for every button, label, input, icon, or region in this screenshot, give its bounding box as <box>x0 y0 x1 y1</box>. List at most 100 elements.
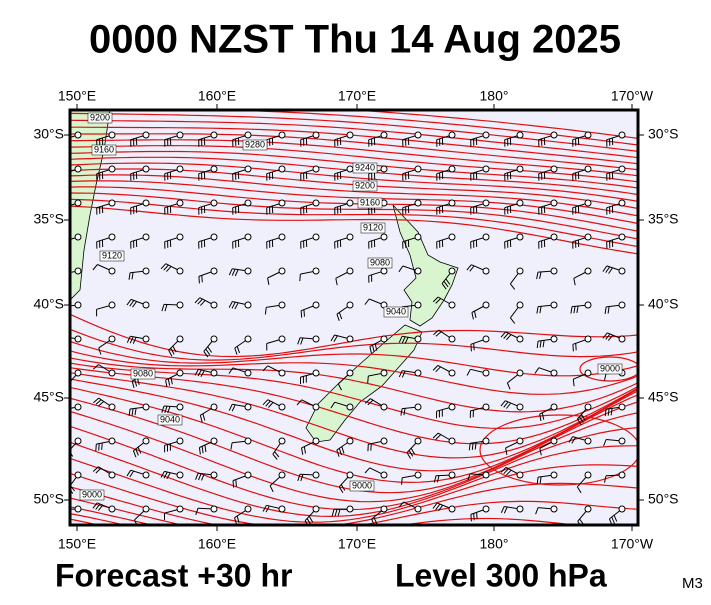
station <box>517 302 523 308</box>
station <box>449 302 455 308</box>
barb <box>471 344 472 351</box>
station <box>517 438 523 444</box>
barb <box>96 444 97 451</box>
station <box>211 200 217 206</box>
station <box>449 438 455 444</box>
station <box>211 302 217 308</box>
station <box>483 268 489 274</box>
station <box>415 302 421 308</box>
station <box>347 404 353 410</box>
station <box>347 472 353 478</box>
barb <box>471 514 472 521</box>
station <box>347 234 353 240</box>
station <box>279 234 285 240</box>
station <box>75 438 81 444</box>
station <box>245 472 251 478</box>
station <box>279 506 285 512</box>
barb <box>368 376 369 383</box>
station <box>109 404 115 410</box>
barb <box>62 274 63 281</box>
station <box>177 438 183 444</box>
barb <box>301 311 302 318</box>
station <box>483 302 489 308</box>
station <box>279 166 285 172</box>
station <box>279 302 285 308</box>
station <box>619 234 625 240</box>
station <box>415 336 421 342</box>
station <box>177 302 183 308</box>
station <box>211 132 217 138</box>
contour-label: 9120 <box>102 250 122 260</box>
station <box>551 302 557 308</box>
station <box>177 336 183 342</box>
station <box>585 200 591 206</box>
contour-label: 9200 <box>90 112 110 122</box>
station <box>619 132 625 138</box>
lat-label: 50°S <box>648 491 679 507</box>
lat-label: 45°S <box>648 389 679 405</box>
station <box>517 166 523 172</box>
station <box>381 336 387 342</box>
lat-label: 30°S <box>33 126 64 142</box>
station <box>347 370 353 376</box>
station <box>245 336 251 342</box>
station <box>109 336 115 342</box>
station <box>211 438 217 444</box>
station <box>279 336 285 342</box>
station <box>619 506 625 512</box>
station <box>381 234 387 240</box>
station <box>279 472 285 478</box>
station <box>585 302 591 308</box>
station <box>109 268 115 274</box>
contour-label: 9040 <box>386 306 406 316</box>
station <box>143 132 149 138</box>
station <box>415 472 421 478</box>
station <box>517 268 523 274</box>
station <box>109 234 115 240</box>
station <box>483 166 489 172</box>
station <box>75 404 81 410</box>
station <box>449 268 455 274</box>
barb <box>477 512 478 519</box>
station <box>551 404 557 410</box>
lat-label: 45°S <box>33 389 64 405</box>
station <box>347 132 353 138</box>
station <box>585 234 591 240</box>
station <box>313 472 319 478</box>
barb <box>233 481 234 488</box>
lat-label: 40°S <box>648 296 679 312</box>
station <box>143 438 149 444</box>
barb <box>576 343 577 350</box>
station <box>109 472 115 478</box>
station <box>517 132 523 138</box>
station <box>619 200 625 206</box>
station <box>449 506 455 512</box>
station <box>415 370 421 376</box>
lat-label: 40°S <box>33 296 64 312</box>
station <box>313 268 319 274</box>
station <box>483 472 489 478</box>
station <box>585 472 591 478</box>
station <box>619 268 625 274</box>
title: 0000 NZST Thu 14 Aug 2025 <box>89 18 621 62</box>
station <box>143 302 149 308</box>
station <box>415 438 421 444</box>
station <box>279 438 285 444</box>
level-label: Level 300 hPa <box>395 557 607 593</box>
station <box>551 166 557 172</box>
station <box>551 132 557 138</box>
station <box>585 404 591 410</box>
station <box>585 506 591 512</box>
station <box>551 268 557 274</box>
station <box>313 234 319 240</box>
contour-label: 9240 <box>355 162 375 172</box>
station <box>211 268 217 274</box>
station <box>177 268 183 274</box>
contour-label: 9000 <box>82 489 102 499</box>
station <box>347 438 353 444</box>
station <box>517 404 523 410</box>
barb <box>304 310 305 317</box>
contour-label: 9160 <box>360 197 380 207</box>
station <box>347 268 353 274</box>
